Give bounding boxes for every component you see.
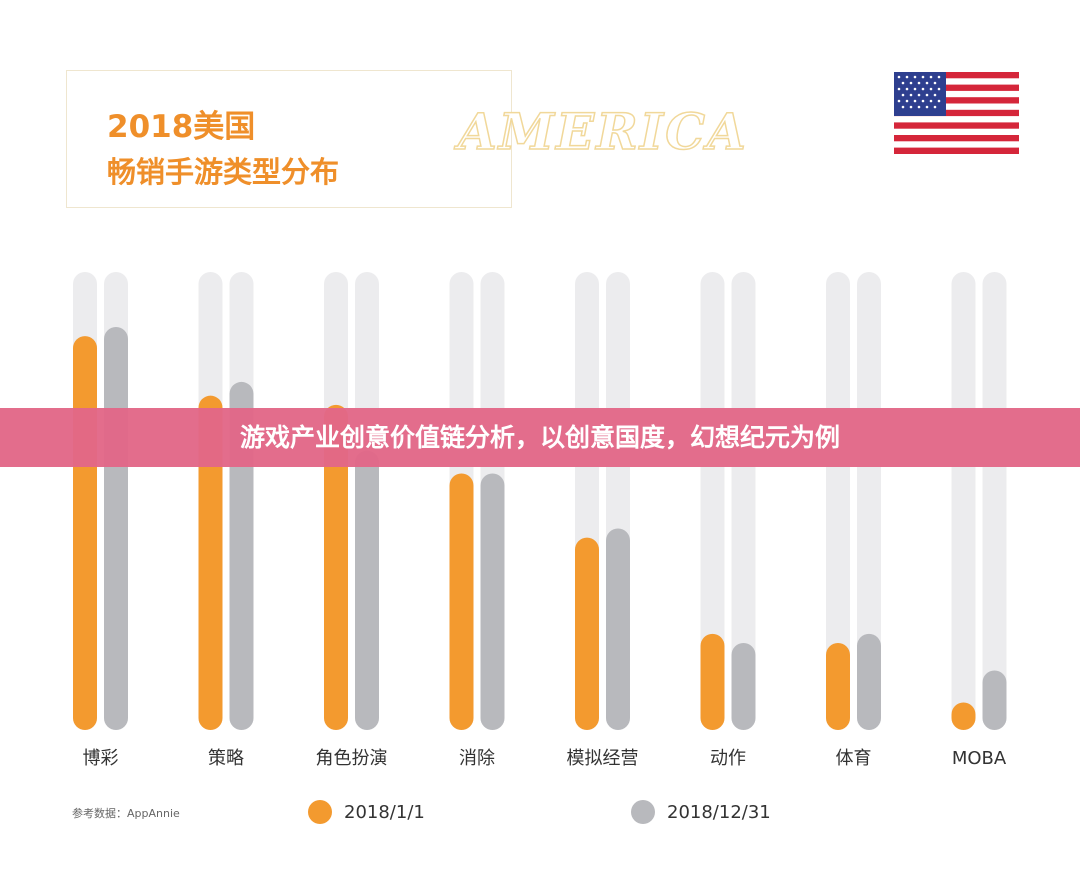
chart-subtitle: 畅销手游类型分布 bbox=[107, 155, 340, 189]
x-tick-label: 体育 bbox=[836, 748, 872, 769]
bar bbox=[198, 395, 223, 730]
legend-item-series-1: 2018/1/1 bbox=[308, 798, 425, 826]
source-note: 参考数据：AppAnnie bbox=[72, 807, 180, 820]
chart-title-box: 2018美国 畅销手游类型分布 bbox=[66, 70, 512, 208]
bar-track bbox=[731, 272, 756, 730]
bar bbox=[324, 404, 348, 730]
bar bbox=[480, 473, 505, 730]
bar bbox=[857, 633, 881, 730]
bar bbox=[826, 642, 850, 730]
bar bbox=[229, 381, 254, 730]
bar-track bbox=[826, 272, 850, 730]
bar bbox=[951, 702, 976, 730]
bar-track bbox=[951, 272, 976, 730]
region-label: AMERICA bbox=[457, 101, 748, 162]
x-tick-label: 动作 bbox=[710, 748, 746, 769]
bar bbox=[73, 336, 97, 730]
x-tick-label: 消除 bbox=[459, 748, 495, 769]
legend-swatch-series-1 bbox=[308, 800, 332, 824]
bar bbox=[982, 670, 1007, 730]
x-tick-label: 策略 bbox=[208, 748, 244, 769]
usa-flag-icon bbox=[894, 72, 1019, 154]
title-banner: 游戏产业创意价值链分析，以创意国度，幻想纪元为例 bbox=[0, 408, 1080, 467]
bar-track bbox=[700, 272, 725, 730]
bar-track bbox=[857, 272, 881, 730]
legend-label-series-2: 2018/12/31 bbox=[667, 801, 771, 823]
chart-title: 2018美国 bbox=[107, 109, 256, 145]
banner-text: 游戏产业创意价值链分析，以创意国度，幻想纪元为例 bbox=[239, 423, 840, 452]
x-tick-label: 博彩 bbox=[83, 748, 119, 769]
x-tick-label: 角色扮演 bbox=[316, 748, 388, 769]
bar bbox=[731, 642, 756, 730]
legend-swatch-series-2 bbox=[631, 800, 655, 824]
bar bbox=[449, 473, 474, 730]
bar bbox=[606, 528, 630, 730]
bar-track bbox=[982, 272, 1007, 730]
bar bbox=[575, 537, 599, 730]
legend-item-series-2: 2018/12/31 bbox=[631, 798, 771, 826]
x-tick-label: 模拟经营 bbox=[567, 748, 639, 769]
x-tick-label: MOBA bbox=[952, 748, 1007, 769]
legend-label-series-1: 2018/1/1 bbox=[344, 801, 425, 823]
bar bbox=[104, 326, 128, 730]
bar bbox=[355, 450, 379, 730]
bar bbox=[700, 633, 725, 730]
